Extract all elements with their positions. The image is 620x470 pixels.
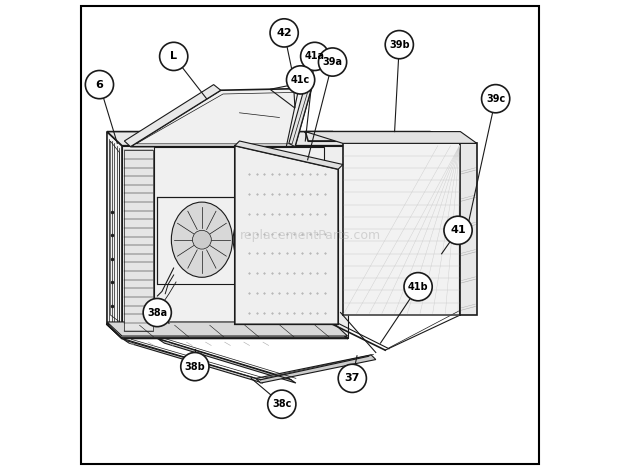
Circle shape [444,216,472,244]
Text: 6: 6 [95,79,104,90]
Circle shape [301,42,329,70]
Circle shape [159,42,188,70]
Circle shape [143,298,171,327]
Polygon shape [305,132,432,141]
Circle shape [404,273,432,301]
Polygon shape [107,324,348,338]
Circle shape [192,230,211,249]
Text: 38a: 38a [147,307,167,318]
Polygon shape [305,132,477,143]
Polygon shape [235,141,343,169]
Polygon shape [107,132,122,338]
Ellipse shape [171,202,232,277]
Text: 37: 37 [345,373,360,384]
Text: 38c: 38c [272,399,291,409]
Polygon shape [125,85,221,147]
Polygon shape [130,88,311,147]
Circle shape [385,31,414,59]
Circle shape [286,66,315,94]
Text: L: L [170,51,177,62]
Circle shape [319,48,347,76]
Text: 39a: 39a [322,57,343,67]
Circle shape [86,70,113,99]
Polygon shape [235,146,338,324]
Text: 42: 42 [277,28,292,38]
Polygon shape [242,153,331,317]
Polygon shape [461,143,477,315]
Polygon shape [154,147,324,335]
Polygon shape [122,338,263,383]
Polygon shape [157,338,296,383]
Polygon shape [122,146,348,338]
Text: 41c: 41c [291,75,310,85]
Polygon shape [107,132,348,146]
Polygon shape [125,150,153,331]
Text: 39b: 39b [389,39,410,50]
Polygon shape [256,355,376,383]
Polygon shape [107,322,348,336]
Polygon shape [343,143,461,315]
Polygon shape [289,85,311,147]
Text: 39c: 39c [486,94,505,104]
Ellipse shape [233,206,288,274]
Text: 41a: 41a [304,51,325,62]
Circle shape [338,364,366,392]
Circle shape [268,390,296,418]
Circle shape [252,231,269,248]
Text: replacementParts.com: replacementParts.com [239,228,381,242]
Text: 38b: 38b [185,361,205,372]
Circle shape [482,85,510,113]
Text: 41b: 41b [408,282,428,292]
Circle shape [270,19,298,47]
Text: 41: 41 [450,225,466,235]
Circle shape [181,352,209,381]
